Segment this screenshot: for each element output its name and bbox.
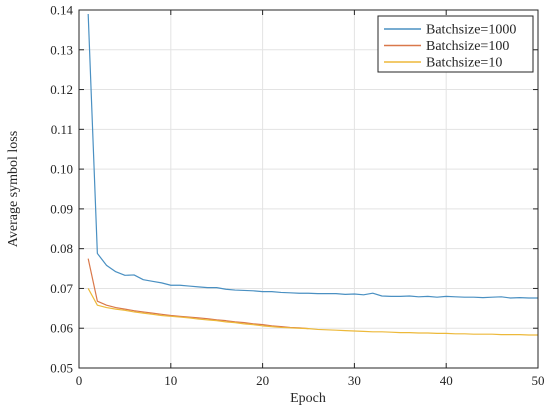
y-tick-label: 0.12: [50, 82, 73, 97]
x-tick-label: 40: [440, 373, 453, 388]
x-tick-label: 50: [532, 373, 545, 388]
x-tick-label: 10: [164, 373, 177, 388]
y-tick-label: 0.10: [50, 162, 73, 177]
y-tick-label: 0.13: [50, 42, 73, 57]
legend-label-2: Batchsize=10: [426, 56, 502, 71]
x-tick-label: 0: [76, 373, 83, 388]
x-tick-label: 30: [348, 373, 361, 388]
x-axis-label: Epoch: [290, 391, 326, 406]
series-line-0: [87, 13, 538, 299]
series-lines: [87, 13, 538, 336]
y-axis-label: Average symbol loss: [6, 131, 21, 247]
y-tick-label: 0.06: [50, 321, 73, 336]
y-tick-label: 0.05: [50, 361, 73, 376]
legend-label-1: Batchsize=100: [426, 39, 509, 54]
plot-area-frame: [78, 9, 539, 369]
axis-ticks: 0 10 20 30 40 50 0.05 0.06 0.07 0.08 0.09 0.10 0.11 0…: [50, 3, 544, 389]
y-tick-label: 0.11: [51, 122, 73, 137]
y-tick-label: 0.14: [50, 3, 73, 18]
series-line-1: [87, 258, 309, 330]
y-tick-label: 0.09: [50, 201, 73, 216]
series-line-2: [87, 288, 538, 336]
legend-label-0: Batchsize=1000: [426, 23, 516, 38]
y-tick-label: 0.07: [50, 281, 73, 296]
y-tick-label: 0.08: [50, 241, 73, 256]
x-tick-label: 20: [256, 373, 269, 388]
